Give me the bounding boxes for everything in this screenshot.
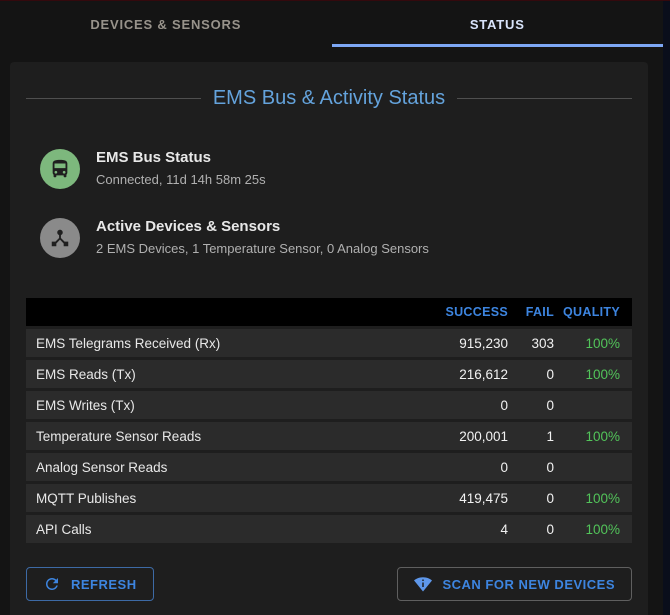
header-success: SUCCESS	[445, 305, 508, 319]
footer-actions: REFRESH SCAN FOR NEW DEVICES	[26, 567, 632, 601]
panel-title-row: EMS Bus & Activity Status	[26, 84, 632, 112]
row-quality-value: 100%	[585, 490, 620, 506]
row-success-value: 0	[500, 459, 508, 475]
row-label: Analog Sensor Reads	[36, 459, 168, 475]
refresh-icon	[46, 578, 58, 590]
row-label: API Calls	[36, 521, 92, 537]
tab-bar: DEVICES & SENSORS STATUS	[0, 0, 663, 48]
status-panel: EMS Bus & Activity Status EMS Bus Status…	[10, 62, 648, 615]
activity-stats-table: SUCCESS FAIL QUALITY EMS Telegrams Recei…	[26, 298, 632, 543]
table-row: EMS Writes (Tx) 0 0	[26, 391, 632, 419]
row-success-value: 4	[500, 521, 508, 537]
window-top-border	[0, 0, 670, 1]
table-row: API Calls 4 0 100%	[26, 515, 632, 543]
refresh-button-label: REFRESH	[71, 576, 137, 592]
row-success-value: 915,230	[459, 335, 508, 351]
table-row: EMS Telegrams Received (Rx) 915,230 303 …	[26, 329, 632, 357]
ems-bus-status-text: EMS Bus Status Connected, 11d 14h 58m 25…	[96, 148, 266, 189]
header-quality: QUALITY	[563, 305, 620, 319]
tab-status-label: STATUS	[469, 16, 525, 32]
row-success-value: 200,001	[459, 428, 508, 444]
row-success-value: 0	[500, 397, 508, 413]
table-row: EMS Reads (Tx) 216,612 0 100%	[26, 360, 632, 388]
row-quality-value: 100%	[585, 366, 620, 382]
row-label: EMS Writes (Tx)	[36, 397, 135, 413]
table-row: Analog Sensor Reads 0 0	[26, 453, 632, 481]
row-label: Temperature Sensor Reads	[36, 428, 202, 444]
row-fail-value: 0	[546, 459, 554, 475]
table-row: MQTT Publishes 419,475 0 100%	[26, 484, 632, 512]
row-fail-value: 0	[546, 366, 554, 382]
title-divider-left	[26, 97, 201, 99]
scan-for-new-devices-button[interactable]: SCAN FOR NEW DEVICES	[397, 567, 632, 601]
row-label: MQTT Publishes	[36, 490, 137, 506]
tab-status[interactable]: STATUS	[331, 0, 664, 48]
header-fail: FAIL	[525, 305, 554, 319]
page-title: EMS Bus & Activity Status	[212, 86, 446, 109]
table-row: Temperature Sensor Reads 200,001 1 100%	[26, 422, 632, 450]
ems-bus-status-item: EMS Bus Status Connected, 11d 14h 58m 25…	[40, 148, 632, 189]
active-devices-text: Active Devices & Sensors 2 EMS Devices, …	[96, 217, 429, 258]
row-fail-value: 0	[546, 521, 554, 537]
row-label: EMS Telegrams Received (Rx)	[36, 335, 221, 351]
title-divider-right	[457, 97, 632, 99]
tab-devices-and-sensors[interactable]: DEVICES & SENSORS	[0, 0, 332, 48]
row-success-value: 419,475	[459, 490, 508, 506]
row-fail-value: 303	[531, 335, 554, 351]
ems-bus-status-subtitle: Connected, 11d 14h 58m 25s	[96, 172, 266, 187]
active-devices-subtitle: 2 EMS Devices, 1 Temperature Sensor, 0 A…	[96, 241, 429, 256]
ems-bus-status-title: EMS Bus Status	[96, 149, 212, 166]
scan-button-label: SCAN FOR NEW DEVICES	[442, 576, 615, 592]
refresh-button[interactable]: REFRESH	[26, 567, 154, 601]
active-devices-title: Active Devices & Sensors	[96, 218, 281, 235]
device-hub-icon	[40, 217, 80, 258]
active-devices-item: Active Devices & Sensors 2 EMS Devices, …	[40, 217, 632, 258]
row-quality-value: 100%	[585, 335, 620, 351]
row-label: EMS Reads (Tx)	[36, 366, 136, 382]
window-right-edge	[663, 0, 670, 615]
row-quality-value: 100%	[585, 521, 620, 537]
bus-icon	[40, 148, 80, 189]
row-fail-value: 0	[546, 490, 554, 506]
table-header-row: SUCCESS FAIL QUALITY	[26, 298, 632, 326]
scan-wifi-icon	[414, 577, 433, 592]
tab-devices-label: DEVICES & SENSORS	[90, 16, 242, 32]
row-quality-value: 100%	[585, 428, 620, 444]
row-fail-value: 1	[546, 428, 554, 444]
row-fail-value: 0	[546, 397, 554, 413]
row-success-value: 216,612	[459, 366, 508, 382]
